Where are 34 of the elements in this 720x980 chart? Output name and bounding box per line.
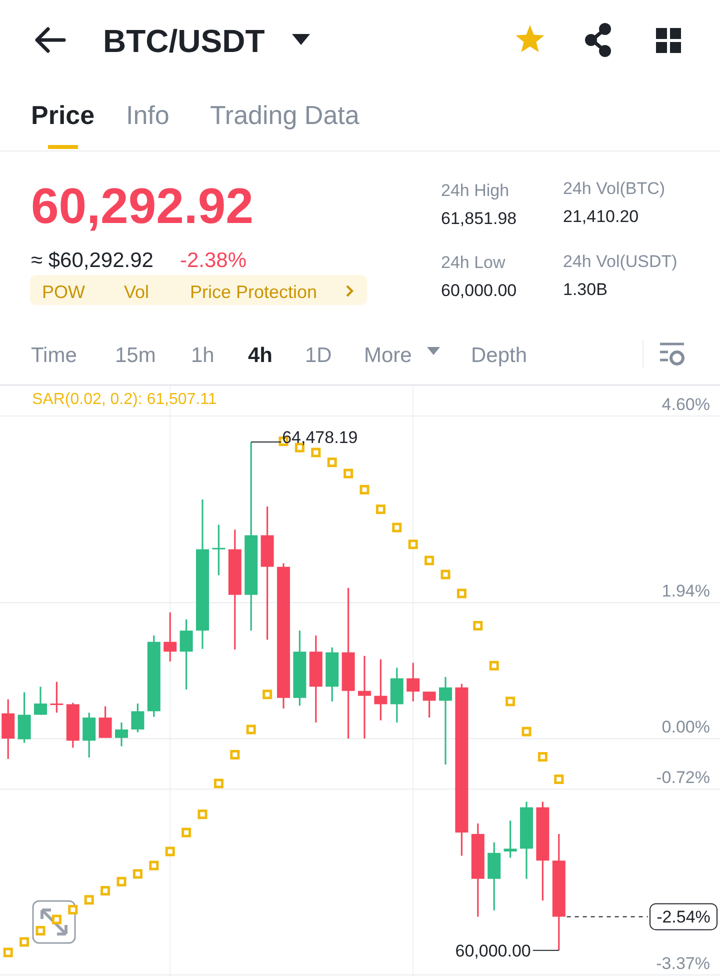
text: 60,000.00 <box>441 281 517 300</box>
text: Vol <box>124 282 150 302</box>
text: Price <box>31 100 95 130</box>
text: 1h <box>191 344 214 367</box>
annotation: 64,478.19 <box>282 428 358 447</box>
y-tick-label: -0.72% <box>656 768 710 788</box>
text: Info <box>126 100 170 130</box>
text: 21,410.20 <box>563 207 639 226</box>
y-tick-label: 4.60% <box>662 395 710 414</box>
text: 24h Vol(USDT) <box>563 252 678 271</box>
text: 24h High <box>441 181 510 200</box>
y-tick-label: 1.94% <box>662 582 710 601</box>
y-tick-label: 0.00% <box>662 718 710 737</box>
text: ≈ $60,292.92 <box>31 249 154 272</box>
text: SAR(0.02, 0.2): 61,507.11 <box>32 391 217 408</box>
text: 61,851.98 <box>441 209 517 228</box>
ref-line-label: -2.54% <box>656 908 710 927</box>
text: POW <box>42 282 86 302</box>
y-tick-label: -3.37% <box>656 954 710 973</box>
text: Depth <box>471 344 528 367</box>
text: 4h <box>248 344 273 367</box>
text: 24h Low <box>441 253 506 272</box>
text: 1D <box>305 344 332 367</box>
text: 15m <box>115 344 156 367</box>
text: Time <box>31 344 77 367</box>
text: Price Protection <box>190 282 318 302</box>
text: 60,292.92 <box>31 178 254 234</box>
text: 1.30B <box>563 280 608 299</box>
text: 24h Vol(BTC) <box>563 179 666 198</box>
text: -2.38% <box>180 249 247 272</box>
text: Trading Data <box>210 100 360 130</box>
annotation: 60,000.00 <box>455 941 531 960</box>
text: More <box>364 344 412 367</box>
chart-title: BTC/USDT <box>103 23 266 59</box>
